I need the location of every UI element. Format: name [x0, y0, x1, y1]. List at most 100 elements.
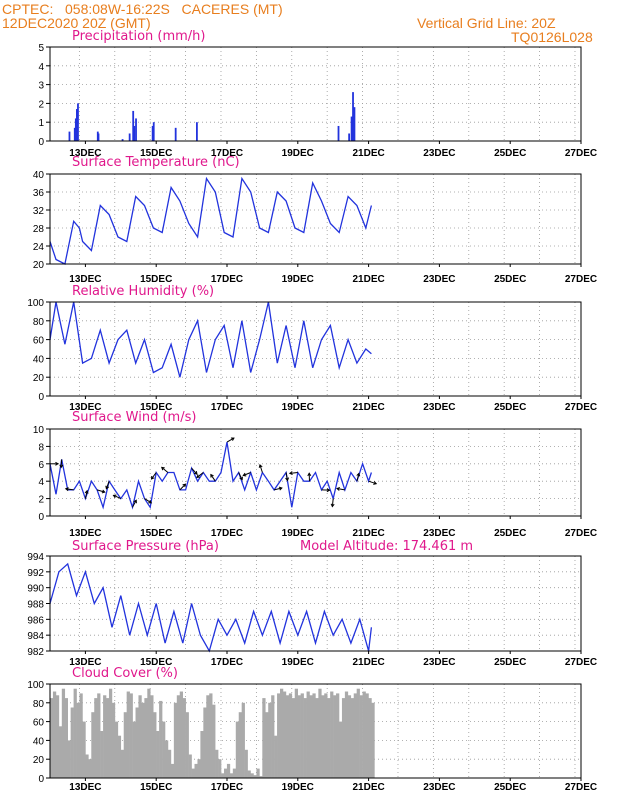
wind-arrow-head — [105, 485, 110, 490]
y-tick-label: 80 — [33, 699, 45, 710]
precip-bar — [350, 116, 353, 141]
cloud-bar — [135, 707, 139, 778]
cloud-bar — [333, 695, 337, 778]
series-line — [49, 301, 372, 378]
y-tick-label: 992 — [27, 568, 44, 579]
wind-arrow-head — [373, 481, 378, 485]
cloud-bar — [303, 698, 307, 778]
x-tick-label: 15DEC — [140, 402, 172, 413]
x-tick-label: 13DEC — [69, 657, 101, 668]
wind-arrow — [60, 459, 63, 468]
cloud-bar — [294, 688, 299, 778]
precip-bar — [348, 133, 351, 141]
x-tick-label: 25DEC — [494, 274, 526, 285]
wind-arrow — [132, 500, 137, 508]
cloud-bar — [253, 775, 257, 778]
cloud-bar — [223, 768, 228, 778]
y-tick-label: 20 — [33, 260, 45, 271]
wind-arrow-head — [148, 499, 153, 504]
y-tick-label: 20 — [33, 373, 45, 384]
wind-arrow-head — [64, 487, 69, 492]
x-tick-label: 23DEC — [423, 148, 455, 159]
x-tick-label: 19DEC — [282, 274, 314, 285]
cloud-bar — [108, 688, 113, 778]
wind-arrow — [259, 464, 263, 473]
x-tick-label: 27DEC — [565, 528, 597, 539]
panel-title: Cloud Cover (%) — [72, 666, 178, 681]
y-tick-label: 982 — [27, 647, 44, 658]
cloud-bar — [97, 693, 101, 778]
x-tick-label: 19DEC — [282, 148, 314, 159]
cloud-bar — [238, 712, 242, 778]
cloud-bar — [226, 763, 231, 778]
wind-arrow — [331, 498, 334, 507]
cloud-bar — [262, 698, 266, 778]
y-tick-label: 100 — [27, 680, 44, 691]
cloud-bar — [338, 721, 343, 778]
cloud-bar — [288, 693, 293, 778]
cloud-bar — [209, 693, 213, 778]
y-tick-label: 32 — [33, 206, 45, 217]
panel-5: Surface Pressure (hPa) Model Altitude: 17… — [27, 539, 597, 668]
cloud-bar — [265, 712, 269, 778]
cloud-bar — [194, 763, 198, 778]
y-tick-label: 994 — [27, 552, 44, 563]
cloud-bar — [123, 712, 127, 778]
cloud-bar — [162, 721, 166, 778]
wind-arrow — [179, 483, 186, 491]
cloud-bar — [203, 707, 207, 778]
y-tick-label: 4 — [38, 477, 44, 488]
x-tick-label: 19DEC — [282, 657, 314, 668]
cloud-bar — [212, 704, 216, 778]
panel-title: Surface Temperature (nC) — [72, 155, 240, 170]
x-tick-label: 15DEC — [140, 274, 172, 285]
cloud-bar — [271, 695, 275, 778]
y-tick-label: 60 — [33, 718, 45, 729]
wind-arrow — [285, 472, 288, 481]
x-tick-label: 23DEC — [423, 657, 455, 668]
wind-arrow-head — [356, 472, 361, 477]
x-tick-label: 27DEC — [565, 148, 597, 159]
y-tick-label: 100 — [27, 298, 44, 309]
cloud-bar — [64, 698, 68, 778]
wind-arrow — [84, 490, 88, 499]
panel-frame — [49, 683, 582, 779]
cloud-bar — [327, 698, 331, 778]
cloud-bar — [167, 749, 172, 778]
cloud-bar — [312, 693, 316, 778]
cloud-bar — [221, 773, 225, 778]
cloud-bar — [280, 688, 284, 778]
y-tick-label: 40 — [33, 170, 45, 181]
cloud-bar — [347, 695, 352, 778]
y-tick-label: 28 — [33, 224, 45, 235]
cloud-bar — [300, 693, 304, 778]
cloud-bar — [50, 698, 54, 778]
cloud-bar — [79, 693, 83, 778]
wind-arrow — [368, 480, 377, 485]
x-tick-label: 25DEC — [494, 528, 526, 539]
wind-arrow-head — [133, 499, 137, 504]
cloud-bar — [244, 749, 248, 778]
x-tick-label: 13DEC — [69, 274, 101, 285]
x-tick-label: 27DEC — [565, 274, 597, 285]
cloud-bar — [147, 688, 151, 778]
cloud-bar — [324, 693, 328, 778]
cloud-bar — [191, 768, 195, 778]
cloud-bar — [362, 691, 366, 778]
cloud-bar — [197, 759, 201, 778]
x-tick-label: 13DEC — [69, 528, 101, 539]
cloud-bar — [111, 702, 116, 778]
cloud-bar — [114, 721, 119, 778]
x-tick-label: 21DEC — [352, 782, 384, 793]
panel-3: Relative Humidity (%) 0 20 40 60 80 100 13DEC 15… — [27, 284, 597, 413]
x-tick-label: 17DEC — [211, 148, 243, 159]
cloud-bar — [321, 695, 325, 778]
cloud-bar — [52, 691, 57, 778]
wind-arrow-head — [307, 472, 312, 477]
wind-arrow — [151, 472, 157, 480]
wind-arrow — [238, 472, 243, 480]
wind-arrow — [144, 498, 152, 504]
wind-arrow — [191, 467, 198, 475]
cloud-bar — [215, 749, 219, 778]
y-tick-label: 8 — [38, 442, 44, 453]
